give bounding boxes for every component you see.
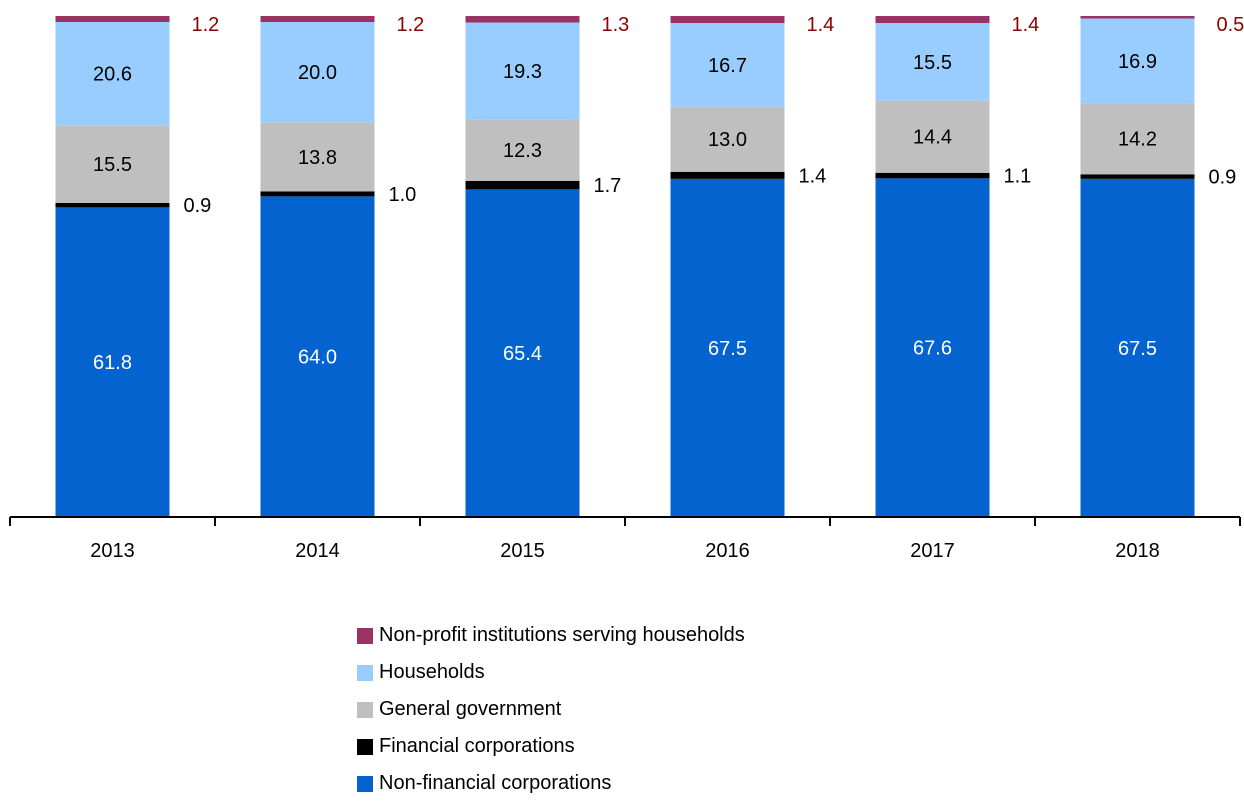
data-label: 16.9 xyxy=(1118,51,1157,73)
legend-item-general-government: General government xyxy=(357,691,745,728)
legend-swatch xyxy=(357,628,373,644)
bar-segment-financial-corporations-2016 xyxy=(671,172,785,179)
legend-label: Non-profit institutions serving househol… xyxy=(379,624,745,647)
data-label-financial: 1.1 xyxy=(1004,166,1032,188)
data-label: 13.0 xyxy=(708,129,747,151)
data-label: 14.4 xyxy=(913,127,952,149)
data-label: 67.5 xyxy=(708,338,747,360)
data-label-npish: 1.4 xyxy=(1012,14,1040,36)
bar-segment-financial-corporations-2017 xyxy=(876,173,990,179)
data-label-npish: 1.4 xyxy=(807,14,835,36)
data-label-npish: 0.5 xyxy=(1217,14,1244,36)
data-label: 15.5 xyxy=(913,52,952,74)
legend-item-non-financial-corporations: Non-financial corporations xyxy=(357,765,745,802)
legend-swatch xyxy=(357,739,373,755)
legend-label: Non-financial corporations xyxy=(379,772,611,795)
bar-segment-non-profit-institutions-serving-households-2013 xyxy=(56,16,170,22)
data-label: 20.6 xyxy=(93,64,132,86)
data-label: 16.7 xyxy=(708,55,747,77)
data-label-npish: 1.2 xyxy=(192,14,220,36)
data-label: 12.3 xyxy=(503,140,542,162)
bar-segment-financial-corporations-2018 xyxy=(1081,174,1195,179)
legend-item-financial-corporations: Financial corporations xyxy=(357,728,745,765)
data-label: 61.8 xyxy=(93,352,132,374)
data-label-npish: 1.2 xyxy=(397,14,425,36)
data-label: 65.4 xyxy=(503,343,542,365)
x-tick-label: 2014 xyxy=(295,540,340,562)
data-label-npish: 1.3 xyxy=(602,14,630,36)
x-tick-label: 2013 xyxy=(90,540,135,562)
data-label-financial: 0.9 xyxy=(1209,167,1237,189)
data-label: 14.2 xyxy=(1118,129,1157,151)
legend-label: Households xyxy=(379,661,485,684)
legend-swatch xyxy=(357,776,373,792)
legend-label: Financial corporations xyxy=(379,735,575,758)
bar-segment-financial-corporations-2014 xyxy=(261,191,375,196)
data-label-financial: 1.7 xyxy=(594,175,622,197)
x-tick-label: 2015 xyxy=(500,540,545,562)
data-label: 64.0 xyxy=(298,347,337,369)
legend: Non-profit institutions serving househol… xyxy=(357,617,745,802)
bar-segment-financial-corporations-2015 xyxy=(466,181,580,190)
data-label: 13.8 xyxy=(298,147,337,169)
legend-label: General government xyxy=(379,698,561,721)
legend-swatch xyxy=(357,702,373,718)
bar-segment-non-profit-institutions-serving-households-2014 xyxy=(261,16,375,22)
data-label-financial: 0.9 xyxy=(184,195,212,217)
data-label: 15.5 xyxy=(93,154,132,176)
bar-segment-financial-corporations-2013 xyxy=(56,203,170,208)
data-label: 20.0 xyxy=(298,62,337,84)
data-label-financial: 1.4 xyxy=(799,165,827,187)
bar-segment-non-profit-institutions-serving-households-2015 xyxy=(466,16,580,23)
x-tick-label: 2016 xyxy=(705,540,750,562)
legend-item-households: Households xyxy=(357,654,745,691)
data-label-financial: 1.0 xyxy=(389,184,417,206)
bar-segment-non-profit-institutions-serving-households-2016 xyxy=(671,16,785,23)
legend-swatch xyxy=(357,665,373,681)
data-label: 67.6 xyxy=(913,338,952,360)
bar-segment-non-profit-institutions-serving-households-2017 xyxy=(876,16,990,23)
data-label: 67.5 xyxy=(1118,338,1157,360)
x-tick-label: 2018 xyxy=(1115,540,1160,562)
bar-segment-non-profit-institutions-serving-households-2018 xyxy=(1081,16,1195,19)
chart-plot: 61.8 15.5 20.6 0.9 1.2 2013 64.0 13.8 20.0 1.0 1.2… xyxy=(0,0,1244,600)
legend-item-npish: Non-profit institutions serving househol… xyxy=(357,617,745,654)
x-tick-label: 2017 xyxy=(910,540,955,562)
data-label: 19.3 xyxy=(503,61,542,83)
